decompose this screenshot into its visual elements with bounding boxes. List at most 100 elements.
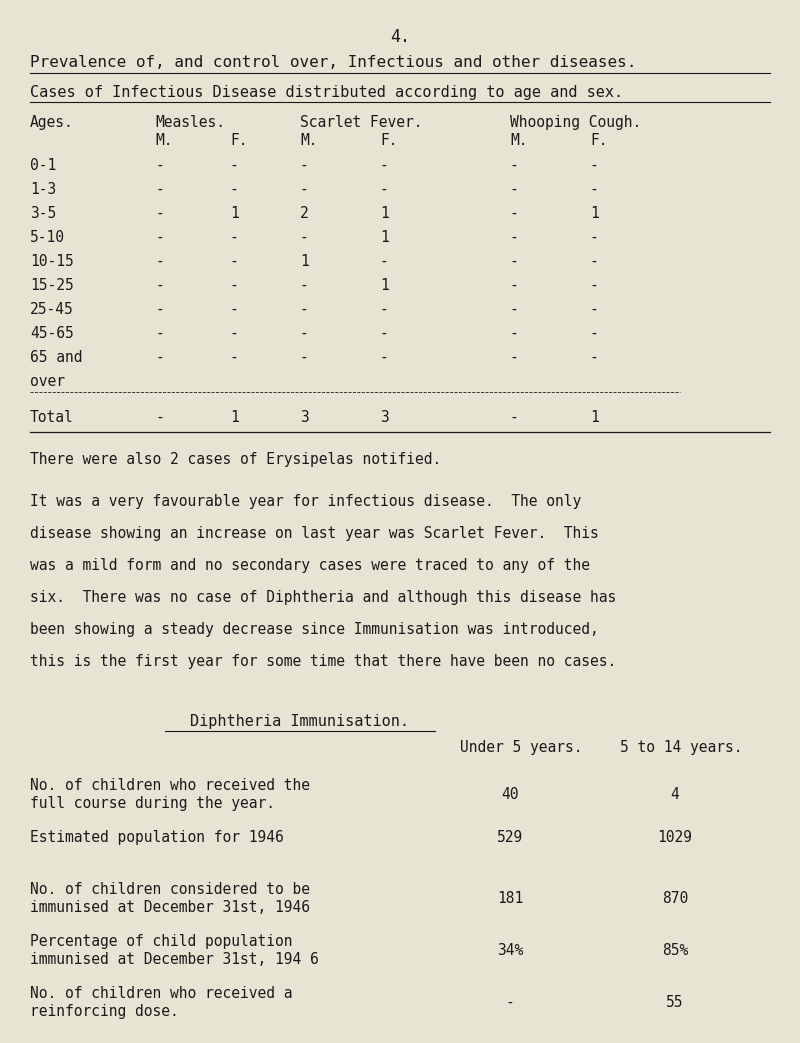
Text: -: - — [510, 207, 518, 221]
Text: 2: 2 — [300, 207, 309, 221]
Text: was a mild form and no secondary cases were traced to any of the: was a mild form and no secondary cases w… — [30, 558, 590, 573]
Text: -: - — [155, 254, 164, 269]
Text: Estimated population for 1946: Estimated population for 1946 — [30, 830, 284, 845]
Text: -: - — [590, 302, 598, 317]
Text: Total: Total — [30, 410, 74, 425]
Text: -: - — [300, 326, 309, 341]
Text: 181: 181 — [497, 891, 523, 906]
Text: six.  There was no case of Diphtheria and although this disease has: six. There was no case of Diphtheria and… — [30, 590, 616, 605]
Text: immunised at December 31st, 1946: immunised at December 31st, 1946 — [30, 900, 310, 915]
Text: 5 to 14 years.: 5 to 14 years. — [620, 739, 742, 755]
Text: 1: 1 — [380, 278, 389, 293]
Text: -: - — [230, 254, 238, 269]
Text: 25-45: 25-45 — [30, 302, 74, 317]
Text: -: - — [380, 181, 389, 197]
Text: Under 5 years.: Under 5 years. — [460, 739, 582, 755]
Text: -: - — [230, 181, 238, 197]
Text: Prevalence of, and control over, Infectious and other diseases.: Prevalence of, and control over, Infecti… — [30, 55, 636, 70]
Text: 3: 3 — [300, 410, 309, 425]
Text: No. of children considered to be: No. of children considered to be — [30, 882, 310, 897]
Text: Cases of Infectious Disease distributed according to age and sex.: Cases of Infectious Disease distributed … — [30, 84, 623, 100]
Text: -: - — [510, 278, 518, 293]
Text: -: - — [380, 326, 389, 341]
Text: -: - — [155, 157, 164, 173]
Text: -: - — [510, 302, 518, 317]
Text: -: - — [510, 350, 518, 365]
Text: -: - — [590, 157, 598, 173]
Text: -: - — [590, 254, 598, 269]
Text: It was a very favourable year for infectious disease.  The only: It was a very favourable year for infect… — [30, 494, 582, 509]
Text: 1029: 1029 — [658, 830, 693, 845]
Text: 1: 1 — [230, 207, 238, 221]
Text: 1: 1 — [230, 410, 238, 425]
Text: 1: 1 — [300, 254, 309, 269]
Text: There were also 2 cases of Erysipelas notified.: There were also 2 cases of Erysipelas no… — [30, 452, 442, 467]
Text: -: - — [155, 302, 164, 317]
Text: No. of children who received a: No. of children who received a — [30, 986, 293, 1001]
Text: 0-1: 0-1 — [30, 157, 56, 173]
Text: -: - — [155, 231, 164, 245]
Text: 55: 55 — [666, 995, 684, 1010]
Text: 1-3: 1-3 — [30, 181, 56, 197]
Text: immunised at December 31st, 194 6: immunised at December 31st, 194 6 — [30, 952, 318, 967]
Text: M.: M. — [510, 134, 527, 148]
Text: F.: F. — [230, 134, 247, 148]
Text: 85%: 85% — [662, 943, 688, 959]
Text: Whooping Cough.: Whooping Cough. — [510, 115, 642, 130]
Text: 4: 4 — [670, 787, 679, 802]
Text: Percentage of child population: Percentage of child population — [30, 933, 293, 949]
Text: Ages.: Ages. — [30, 115, 74, 130]
Text: 45-65: 45-65 — [30, 326, 74, 341]
Text: -: - — [155, 278, 164, 293]
Text: reinforcing dose.: reinforcing dose. — [30, 1004, 178, 1019]
Text: 65 and: 65 and — [30, 350, 82, 365]
Text: 870: 870 — [662, 891, 688, 906]
Text: -: - — [230, 231, 238, 245]
Text: -: - — [380, 254, 389, 269]
Text: 4.: 4. — [390, 28, 410, 46]
Text: -: - — [510, 410, 518, 425]
Text: M.: M. — [155, 134, 173, 148]
Text: -: - — [510, 157, 518, 173]
Text: disease showing an increase on last year was Scarlet Fever.  This: disease showing an increase on last year… — [30, 526, 598, 541]
Text: 3: 3 — [380, 410, 389, 425]
Text: over: over — [30, 374, 65, 389]
Text: 34%: 34% — [497, 943, 523, 959]
Text: -: - — [380, 157, 389, 173]
Text: -: - — [300, 231, 309, 245]
Text: -: - — [510, 181, 518, 197]
Text: -: - — [155, 207, 164, 221]
Text: 1: 1 — [590, 410, 598, 425]
Text: been showing a steady decrease since Immunisation was introduced,: been showing a steady decrease since Imm… — [30, 622, 598, 637]
Text: -: - — [510, 254, 518, 269]
Text: -: - — [300, 302, 309, 317]
Text: Measles.: Measles. — [155, 115, 225, 130]
Text: 15-25: 15-25 — [30, 278, 74, 293]
Text: 3-5: 3-5 — [30, 207, 56, 221]
Text: -: - — [510, 231, 518, 245]
Text: -: - — [590, 326, 598, 341]
Text: full course during the year.: full course during the year. — [30, 796, 275, 811]
Text: 10-15: 10-15 — [30, 254, 74, 269]
Text: this is the first year for some time that there have been no cases.: this is the first year for some time tha… — [30, 654, 616, 669]
Text: F.: F. — [380, 134, 398, 148]
Text: -: - — [380, 350, 389, 365]
Text: Scarlet Fever.: Scarlet Fever. — [300, 115, 422, 130]
Text: -: - — [590, 181, 598, 197]
Text: -: - — [590, 278, 598, 293]
Text: -: - — [300, 181, 309, 197]
Text: Diphtheria Immunisation.: Diphtheria Immunisation. — [190, 714, 410, 729]
Text: 1: 1 — [380, 231, 389, 245]
Text: -: - — [155, 326, 164, 341]
Text: 1: 1 — [380, 207, 389, 221]
Text: -: - — [230, 157, 238, 173]
Text: 40: 40 — [502, 787, 518, 802]
Text: -: - — [590, 350, 598, 365]
Text: -: - — [510, 326, 518, 341]
Text: -: - — [300, 350, 309, 365]
Text: -: - — [230, 278, 238, 293]
Text: -: - — [590, 231, 598, 245]
Text: 529: 529 — [497, 830, 523, 845]
Text: -: - — [230, 350, 238, 365]
Text: -: - — [155, 410, 164, 425]
